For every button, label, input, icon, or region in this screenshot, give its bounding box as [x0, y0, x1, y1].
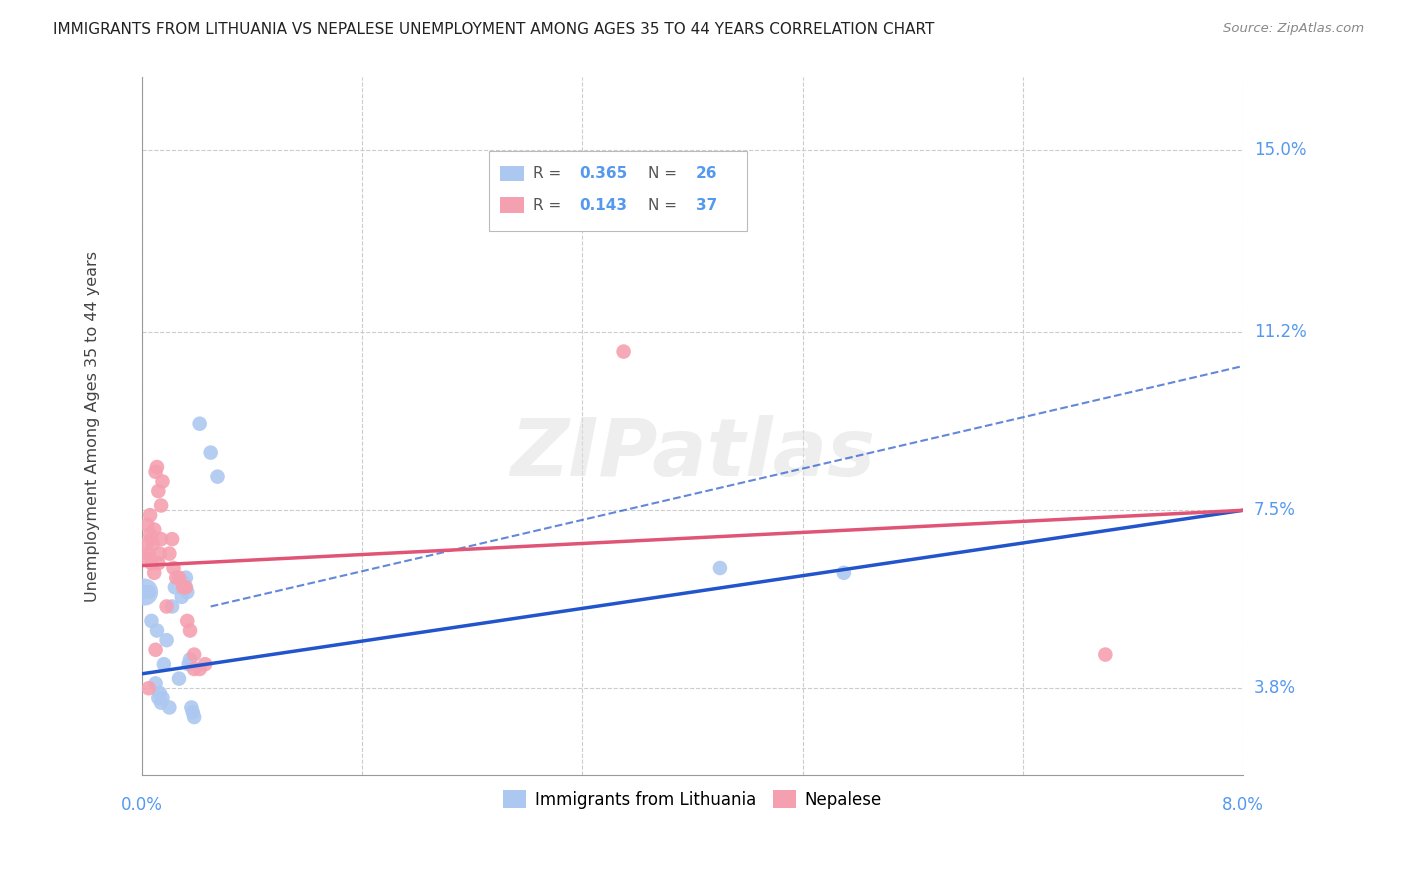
Text: R =: R =	[533, 166, 565, 181]
Point	[150, 532, 173, 546]
Point	[613, 344, 636, 359]
Point	[145, 642, 167, 657]
Point	[152, 690, 174, 705]
Point	[143, 566, 166, 580]
Point	[194, 657, 217, 672]
Point	[709, 561, 731, 575]
Point	[177, 657, 200, 672]
Bar	[499, 197, 524, 212]
Point	[152, 475, 174, 489]
Text: 8.0%: 8.0%	[1222, 797, 1264, 814]
Point	[146, 460, 169, 475]
Point	[167, 571, 190, 585]
Point	[1094, 648, 1116, 662]
Point	[160, 532, 183, 546]
Point	[138, 585, 160, 599]
Point	[832, 566, 855, 580]
Point	[176, 585, 198, 599]
Text: 0.365: 0.365	[579, 166, 627, 181]
Point	[155, 599, 177, 614]
Point	[176, 614, 198, 628]
Point	[136, 517, 159, 532]
Point	[173, 580, 195, 594]
Text: 0.0%: 0.0%	[121, 797, 163, 814]
Text: 3.8%: 3.8%	[1254, 679, 1296, 698]
Point	[181, 706, 204, 720]
Text: 26: 26	[696, 166, 717, 181]
Point	[174, 580, 197, 594]
Point	[162, 561, 184, 575]
Text: 7.5%: 7.5%	[1254, 501, 1296, 519]
Text: 11.2%: 11.2%	[1254, 323, 1306, 342]
Text: 37: 37	[696, 197, 717, 212]
Point	[179, 624, 201, 638]
Point	[167, 672, 190, 686]
Point	[146, 624, 169, 638]
Text: 15.0%: 15.0%	[1254, 141, 1306, 159]
Point	[157, 547, 180, 561]
Bar	[499, 166, 524, 181]
Point	[183, 710, 205, 724]
Point	[141, 614, 163, 628]
Text: R =: R =	[533, 197, 565, 212]
Point	[148, 556, 170, 570]
Point	[172, 575, 194, 590]
Text: IMMIGRANTS FROM LITHUANIA VS NEPALESE UNEMPLOYMENT AMONG AGES 35 TO 44 YEARS COR: IMMIGRANTS FROM LITHUANIA VS NEPALESE UN…	[53, 22, 935, 37]
Text: Source: ZipAtlas.com: Source: ZipAtlas.com	[1223, 22, 1364, 36]
Point	[174, 571, 197, 585]
Point	[180, 700, 202, 714]
Text: N =: N =	[648, 166, 682, 181]
Text: N =: N =	[648, 197, 682, 212]
Text: 0.143: 0.143	[579, 197, 627, 212]
Point	[207, 469, 229, 483]
Point	[188, 662, 211, 676]
Point	[150, 696, 173, 710]
Point	[153, 657, 176, 672]
Point	[149, 547, 172, 561]
Point	[145, 465, 167, 479]
Point	[142, 537, 165, 551]
Text: Unemployment Among Ages 35 to 44 years: Unemployment Among Ages 35 to 44 years	[84, 251, 100, 601]
Point	[163, 580, 186, 594]
Point	[136, 551, 159, 566]
Point	[157, 700, 180, 714]
Point	[148, 484, 170, 499]
Point	[188, 417, 211, 431]
Legend: Immigrants from Lithuania, Nepalese: Immigrants from Lithuania, Nepalese	[496, 784, 889, 815]
Point	[138, 681, 160, 696]
Text: ZIPatlas: ZIPatlas	[510, 415, 875, 493]
Point	[139, 508, 162, 522]
Point	[200, 445, 222, 459]
Point	[155, 633, 177, 648]
Point	[134, 585, 156, 599]
Point	[183, 648, 205, 662]
Point	[170, 590, 193, 604]
Point	[149, 686, 172, 700]
Point	[160, 599, 183, 614]
Point	[179, 652, 201, 666]
Point	[148, 690, 170, 705]
Point	[165, 571, 187, 585]
Point	[145, 676, 167, 690]
Point	[183, 662, 205, 676]
Point	[141, 532, 163, 546]
Point	[141, 556, 163, 570]
Point	[172, 580, 194, 594]
Point	[135, 537, 157, 551]
Point	[139, 527, 162, 541]
Point	[134, 585, 156, 599]
Point	[138, 547, 160, 561]
Bar	[489, 151, 748, 231]
Point	[150, 499, 173, 513]
Point	[143, 523, 166, 537]
